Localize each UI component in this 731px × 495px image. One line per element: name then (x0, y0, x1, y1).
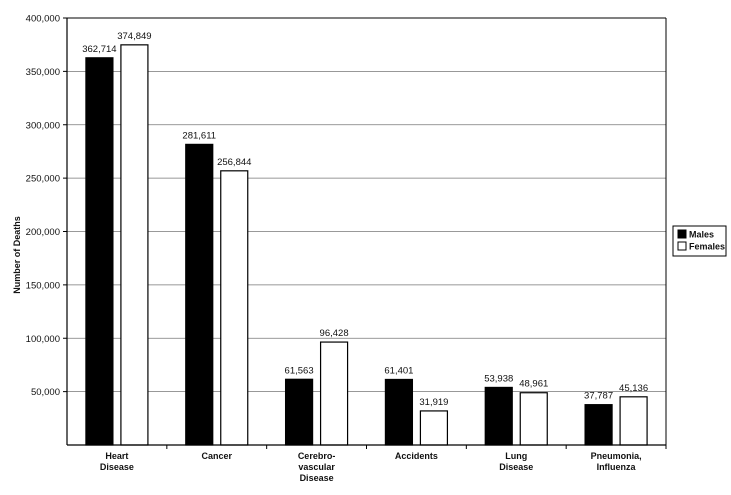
legend: Males Females (672, 225, 727, 257)
data-label: 96,428 (320, 328, 349, 339)
bar-females (519, 392, 548, 446)
y-tick-label: 150,000 (26, 280, 60, 291)
bar-males (284, 378, 314, 446)
y-tick-label: 400,000 (26, 14, 60, 25)
x-category-label: Lung Disease (499, 451, 533, 472)
x-category-label: Cerebro-vascular Disease (298, 451, 336, 483)
y-tick-label: 50,000 (31, 387, 60, 398)
bar-females (220, 170, 249, 446)
data-label: 61,563 (285, 365, 314, 376)
x-category-label: Cancer (201, 451, 232, 461)
bar-males (484, 386, 513, 446)
y-tick-label: 100,000 (26, 334, 60, 345)
bar-males (85, 57, 114, 446)
legend-label-females: Females (689, 242, 725, 252)
x-category-label: Accidents (395, 451, 438, 461)
y-tick-label: 300,000 (26, 120, 60, 131)
bar-females (120, 44, 149, 446)
axes: 50,000 100,000 150,000 200,000 250,000 300,00… (26, 14, 667, 483)
bar-males (584, 404, 613, 446)
x-category-label: Pneumonia, Influenza (591, 451, 642, 472)
data-label: 374,849 (117, 31, 151, 42)
bar-females (319, 341, 349, 446)
data-label: 31,919 (419, 397, 448, 408)
legend-swatch-females (677, 241, 687, 251)
y-tick-label: 250,000 (26, 174, 60, 185)
data-label: 48,961 (519, 379, 548, 390)
legend-swatch-males (677, 229, 687, 239)
legend-label-males: Males (689, 230, 714, 240)
data-label: 45,136 (619, 383, 648, 394)
gridlines (67, 17, 666, 393)
bar-males (185, 143, 214, 446)
x-category-label: Heart Disease (100, 451, 134, 472)
y-axis-label: Number of Deaths (12, 216, 22, 294)
data-label: 362,714 (82, 44, 116, 55)
y-tick-label: 200,000 (26, 227, 60, 238)
bar-males (384, 378, 414, 446)
data-label: 53,938 (484, 373, 513, 384)
data-label: 281,611 (182, 130, 216, 141)
data-label: 256,844 (217, 157, 251, 168)
y-tick-label: 350,000 (26, 67, 60, 78)
bar-females (419, 410, 449, 446)
data-label: 61,401 (384, 365, 413, 376)
bar-females (619, 396, 648, 446)
data-label: 37,787 (584, 391, 613, 402)
